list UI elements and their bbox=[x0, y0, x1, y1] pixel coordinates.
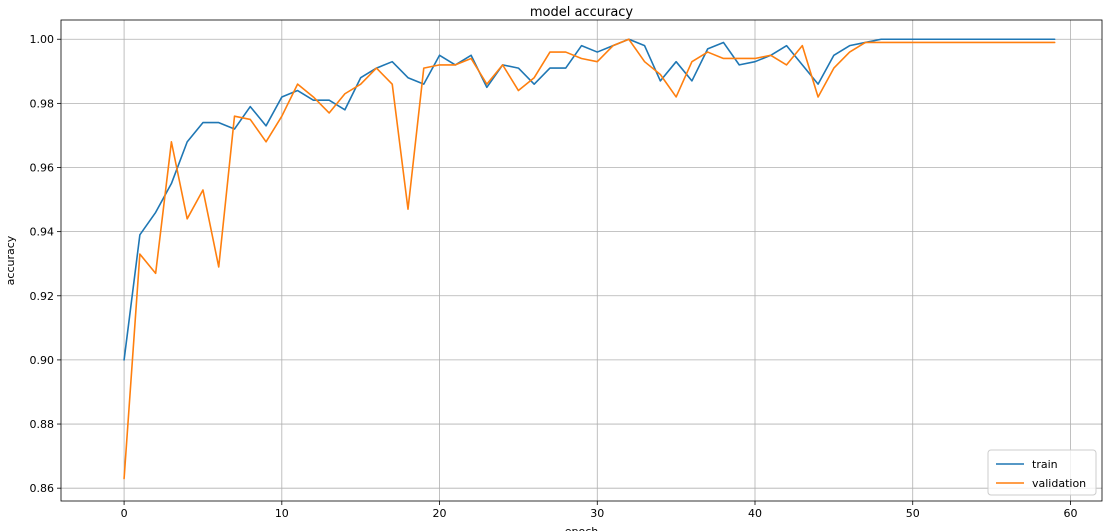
y-tick-label: 0.86 bbox=[30, 482, 55, 495]
chart-title: model accuracy bbox=[530, 5, 634, 20]
x-tick-label: 0 bbox=[121, 507, 128, 520]
x-tick-label: 60 bbox=[1063, 507, 1077, 520]
axis-ticks: 0 10 20 30 40 50 60 0.86 0.88 0.90 0.92 0.94 0.96 0.9… bbox=[30, 33, 1078, 520]
x-tick-label: 30 bbox=[590, 507, 604, 520]
y-tick-label: 0.94 bbox=[30, 226, 55, 239]
plot-frame bbox=[60, 19, 1103, 502]
x-tick-label: 40 bbox=[748, 507, 762, 520]
y-tick-label: 1.00 bbox=[30, 33, 55, 46]
y-axis-title: accuracy bbox=[4, 235, 17, 285]
legend-label-train: train bbox=[1032, 458, 1058, 471]
y-tick-label: 0.96 bbox=[30, 162, 55, 175]
x-axis-title: epoch bbox=[565, 525, 599, 531]
grid-lines bbox=[61, 20, 1102, 501]
y-tick-label: 0.92 bbox=[30, 290, 55, 303]
series-line-train bbox=[123, 38, 1056, 361]
y-tick-label: 0.88 bbox=[30, 418, 55, 431]
x-tick-label: 20 bbox=[433, 507, 447, 520]
legend-label-validation: validation bbox=[1032, 477, 1086, 490]
y-tick-label: 0.90 bbox=[30, 354, 55, 367]
x-tick-label: 10 bbox=[275, 507, 289, 520]
series-line-validation bbox=[123, 38, 1056, 480]
legend: train validation bbox=[987, 449, 1097, 496]
x-tick-label: 50 bbox=[906, 507, 920, 520]
series-layer bbox=[123, 38, 1056, 480]
y-tick-label: 0.98 bbox=[30, 97, 55, 110]
